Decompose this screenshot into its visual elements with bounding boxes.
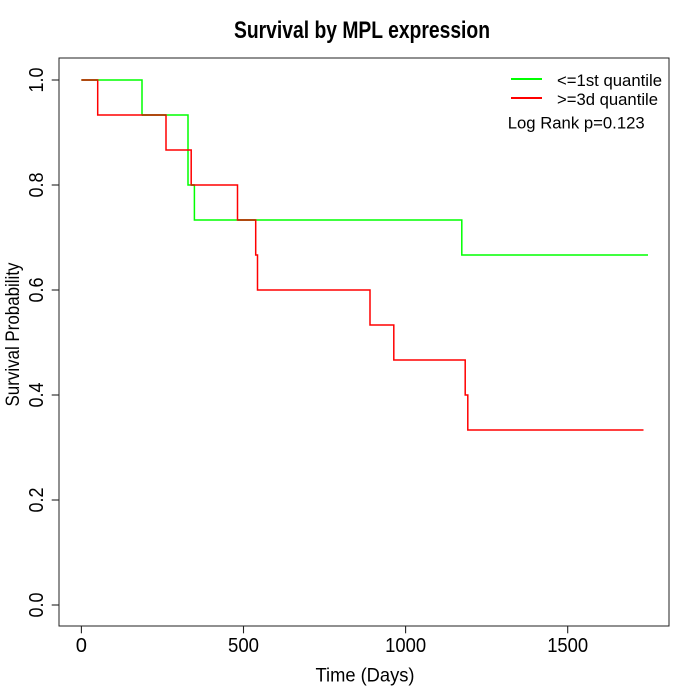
svg-text:500: 500 xyxy=(228,635,259,657)
svg-text:0.8: 0.8 xyxy=(26,173,48,198)
svg-text:1500: 1500 xyxy=(547,635,588,657)
svg-text:Time (Days): Time (Days) xyxy=(316,665,415,687)
svg-text:Survival Probability: Survival Probability xyxy=(2,262,24,406)
svg-text:0.4: 0.4 xyxy=(26,383,48,408)
svg-text:>=3d quantile: >=3d quantile xyxy=(557,90,658,109)
svg-text:0.0: 0.0 xyxy=(26,593,48,618)
svg-text:<=1st quantile: <=1st quantile xyxy=(557,71,662,90)
svg-text:0.2: 0.2 xyxy=(26,488,48,513)
svg-text:Log Rank p=0.123: Log Rank p=0.123 xyxy=(508,114,645,133)
svg-text:1000: 1000 xyxy=(385,635,426,657)
svg-text:0.6: 0.6 xyxy=(26,278,48,303)
svg-text:Survival by MPL expression: Survival by MPL expression xyxy=(234,17,490,44)
svg-text:1.0: 1.0 xyxy=(26,68,48,93)
svg-text:0: 0 xyxy=(76,635,87,657)
